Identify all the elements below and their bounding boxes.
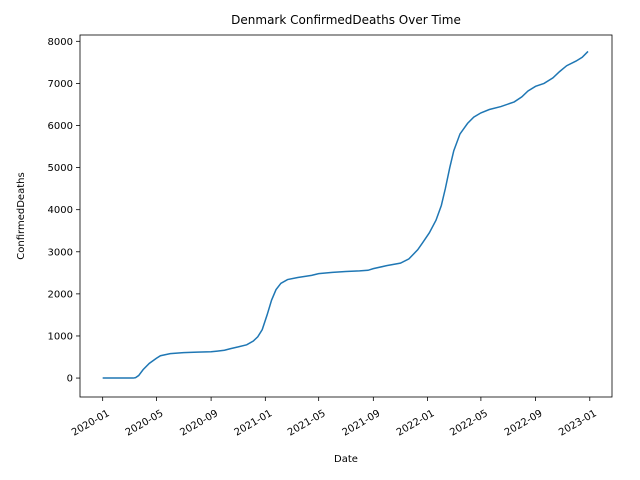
chart-title: Denmark ConfirmedDeaths Over Time [231, 13, 461, 27]
y-tick-label: 4000 [48, 205, 73, 216]
series-line-0 [102, 50, 589, 379]
x-tick-label: 2020-09 [178, 408, 220, 438]
plot-frame [79, 34, 613, 398]
x-tick-label: 2022-05 [448, 408, 490, 438]
y-tick-label: 8000 [48, 37, 73, 48]
x-tick-label: 2022-09 [503, 408, 545, 438]
x-tick-label: 2020-05 [124, 408, 166, 438]
chart-marks [102, 50, 589, 379]
y-axis-label: ConfirmedDeaths [16, 172, 27, 259]
x-tick-label: 2023-01 [557, 408, 599, 438]
y-tick-label: 7000 [48, 79, 73, 90]
x-axis: 2020-01 2020-05 2020-09 2021-01 2021-05 2021-… [70, 397, 599, 439]
y-tick-label: 0 [67, 374, 73, 385]
y-tick-label: 2000 [48, 289, 73, 300]
x-tick-label: 2021-01 [233, 408, 275, 438]
x-axis-label: Date [334, 454, 358, 465]
y-tick-label: 5000 [48, 163, 73, 174]
x-tick-label: 2022-01 [395, 408, 437, 438]
y-tick-label: 1000 [48, 331, 73, 342]
x-tick-label: 2021-05 [286, 408, 328, 438]
y-tick-label: 3000 [48, 247, 73, 258]
y-axis: 0 1000 2000 3000 4000 5000 6000 7000 8000 [48, 37, 80, 385]
y-tick-label: 6000 [48, 121, 73, 132]
x-tick-label: 2020-01 [70, 408, 112, 438]
x-tick-label: 2021-09 [341, 408, 383, 438]
